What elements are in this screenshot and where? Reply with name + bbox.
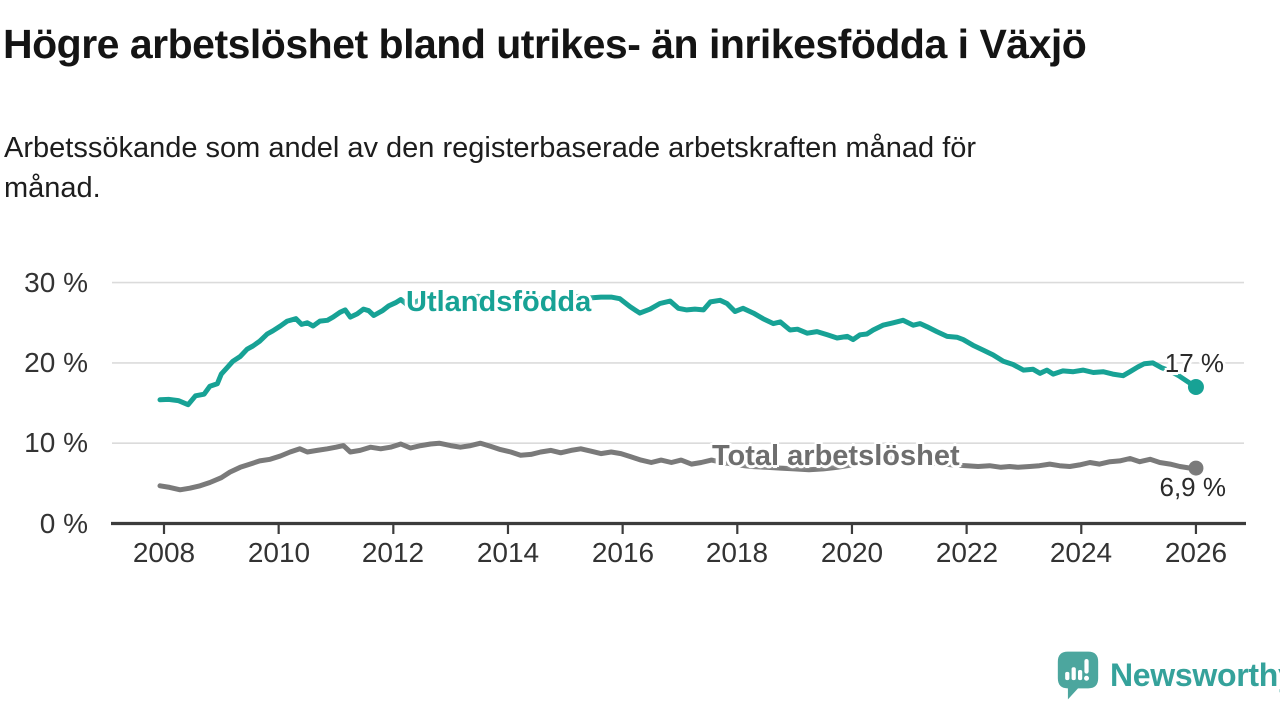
series-end-dot-0 xyxy=(1187,378,1204,395)
end-value-label-total: 6,9 % xyxy=(1159,472,1227,502)
end-value-label-utlandsfodda: 17 % xyxy=(1164,348,1224,378)
x-tick-label-2020: 2020 xyxy=(820,537,884,568)
newsworthy-brand-text: Newsworthy xyxy=(1110,656,1280,693)
newsworthy-brand: Newsworthy xyxy=(1056,648,1280,702)
x-tick-label-2018: 2018 xyxy=(705,537,769,568)
x-tick-label-2012: 2012 xyxy=(361,537,425,568)
y-tick-label-0: 0 % xyxy=(39,508,88,539)
y-tick-label-30: 30 % xyxy=(24,267,88,298)
newsworthy-logo-icon xyxy=(1057,651,1099,699)
x-tick-label-2022: 2022 xyxy=(935,537,999,568)
series-label-utlandsfodda: Utlandsfödda xyxy=(406,286,592,318)
x-tick-label-2008: 2008 xyxy=(132,537,196,568)
page-title: Högre arbetslöshet bland utrikes- än inr… xyxy=(3,21,1087,67)
series-line-0 xyxy=(157,293,1199,408)
y-tick-label-10: 10 % xyxy=(24,427,88,458)
x-tick-label-2026: 2026 xyxy=(1164,537,1228,568)
series-line-1 xyxy=(157,440,1199,493)
series-label-total-arbetsloshet: Total arbetslöshet xyxy=(712,440,960,472)
series-end-dot-1 xyxy=(1188,460,1204,476)
x-tick-label-2024: 2024 xyxy=(1049,537,1113,568)
x-tick-label-2016: 2016 xyxy=(591,537,655,568)
y-tick-label-20: 20 % xyxy=(24,347,88,378)
chart-subtitle: Arbetssökande som andel av den registerb… xyxy=(4,132,977,204)
x-tick-label-2014: 2014 xyxy=(476,537,540,568)
x-tick-label-2010: 2010 xyxy=(247,537,311,568)
